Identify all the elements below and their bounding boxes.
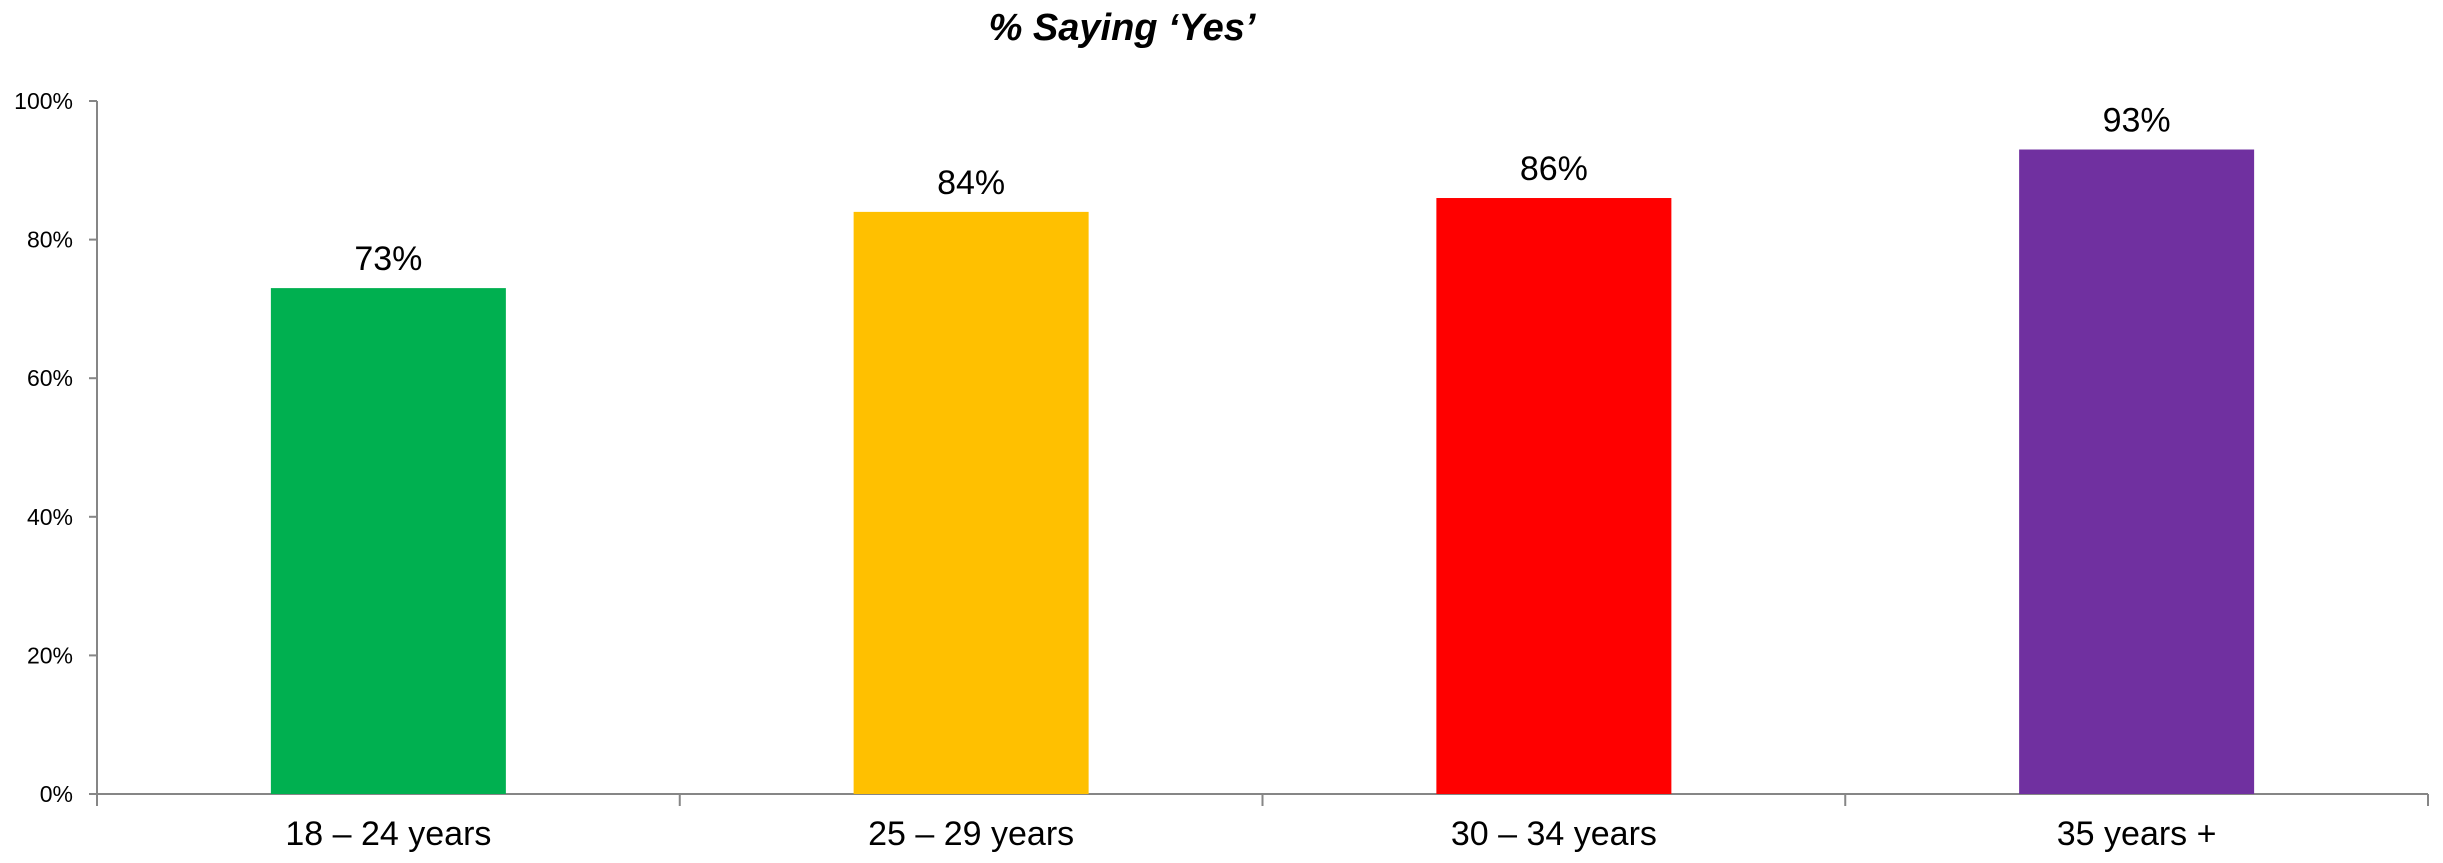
plot-area: 0% 20% 40% 60% 80% 100% 73% 18 – 24 years 84% 25 … xyxy=(14,88,2429,853)
y-tick-label: 0% xyxy=(40,781,73,807)
data-label: 84% xyxy=(937,164,1005,202)
bar xyxy=(2019,149,2255,794)
x-tick-label: 30 – 34 years xyxy=(1451,815,1657,853)
bar xyxy=(270,288,506,794)
y-tick-label: 20% xyxy=(27,642,73,668)
y-tick-label: 100% xyxy=(14,88,73,114)
x-tick-label: 25 – 29 years xyxy=(868,815,1074,853)
y-tick-label: 40% xyxy=(27,504,73,530)
data-label: 73% xyxy=(354,240,422,278)
y-tick-label: 60% xyxy=(27,365,73,391)
data-label: 86% xyxy=(1520,150,1588,188)
x-tick-label: 18 – 24 years xyxy=(285,815,491,853)
data-label: 93% xyxy=(2103,102,2171,140)
bar xyxy=(1436,198,1672,794)
chart-title: % Saying ‘Yes’ xyxy=(989,7,1256,49)
y-tick-label: 80% xyxy=(27,227,73,253)
bar xyxy=(853,211,1089,794)
x-tick-label: 35 years + xyxy=(2057,815,2217,853)
